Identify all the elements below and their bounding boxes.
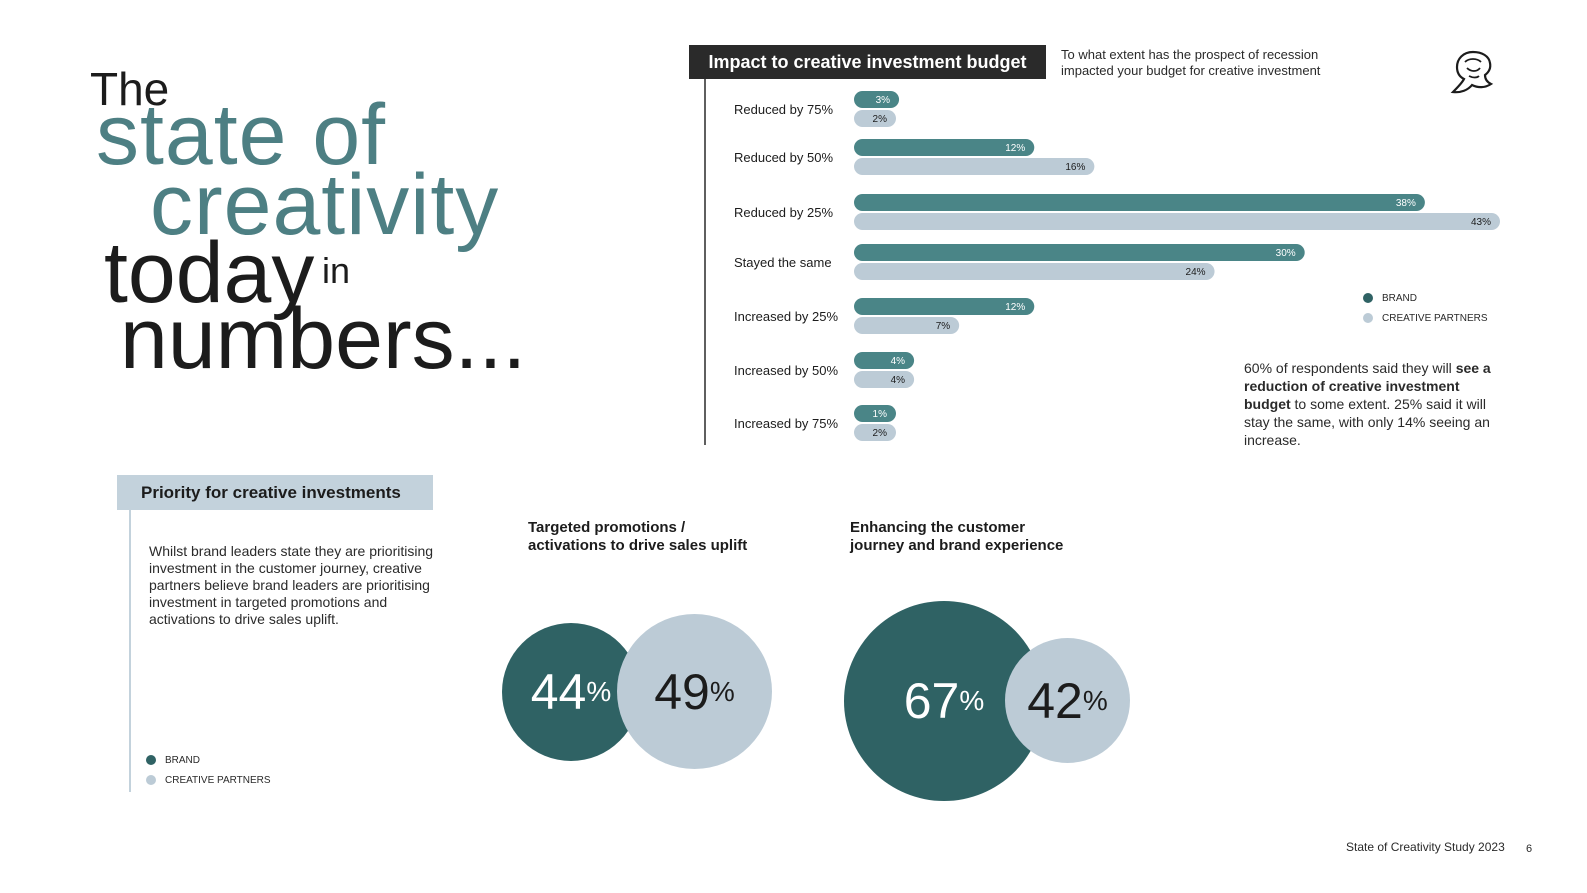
page-number: 6	[1526, 843, 1533, 855]
bar-value-label: 4%	[891, 375, 906, 386]
bubble-value: 67	[903, 673, 960, 729]
impact-summary: 60% of respondents said they will see a …	[1244, 359, 1506, 449]
bar-value-label: 12%	[1005, 143, 1025, 154]
bubble-percent: %	[709, 675, 735, 707]
priority-description: Whilst brand leaders state they are prio…	[149, 543, 434, 627]
bubble-percent: %	[959, 685, 985, 716]
title-in: in	[322, 250, 351, 291]
category-label: Reduced by 50%	[734, 150, 833, 165]
category-label: Increased by 25%	[734, 309, 839, 324]
bubble-journey-partners: 42%	[1005, 638, 1130, 763]
category-promotions-line1: Targeted promotions /	[528, 519, 686, 536]
category-label: Stayed the same	[734, 255, 832, 270]
bar-partners	[854, 371, 915, 388]
bar-partners	[854, 158, 1095, 175]
legend-partners-swatch	[1363, 313, 1373, 323]
legend-impact: BRAND CREATIVE PARTNERS	[1363, 288, 1488, 328]
bar-value-label: 7%	[936, 321, 951, 332]
legend-brand-swatch	[146, 755, 156, 765]
priority-title: Priority for creative investments	[117, 475, 433, 510]
category-journey-line1: Enhancing the customer	[850, 519, 1026, 536]
bubble-value: 49	[654, 663, 710, 720]
legend-brand-label: BRAND	[1382, 292, 1418, 304]
bar-value-label: 38%	[1396, 198, 1416, 209]
bar-partners	[854, 263, 1215, 280]
legend-brand-swatch	[1363, 293, 1373, 303]
bar-partners	[854, 317, 960, 334]
bar-partners	[854, 110, 896, 127]
category-promotions-line2: activations to drive sales uplift	[528, 537, 748, 554]
bar-value-label: 16%	[1065, 162, 1085, 173]
impact-question: To what extent has the prospect of reces…	[1061, 47, 1321, 78]
bar-brand	[854, 244, 1305, 261]
bar-partners	[854, 213, 1500, 230]
summary-part2: to some extent. 25% said it will stay th…	[1244, 396, 1490, 448]
summary-bold: see a reduction of creative investment b…	[1244, 360, 1491, 412]
bar-value-label: 43%	[1471, 217, 1491, 228]
legend-priority: BRAND CREATIVE PARTNERS	[146, 750, 271, 790]
bar-brand	[854, 194, 1425, 211]
title-state-of: state of	[96, 87, 387, 183]
category-label: Reduced by 25%	[734, 205, 833, 220]
legend-brand-label: BRAND	[165, 754, 201, 766]
bar-value-label: 24%	[1186, 267, 1206, 278]
bar-brand	[854, 298, 1035, 315]
bar-value-label: 12%	[1005, 302, 1025, 313]
bubble-value: 44	[530, 664, 587, 720]
bar-value-label: 3%	[876, 95, 891, 106]
legend-partners-swatch	[146, 775, 156, 785]
category-journey-heading: Enhancing the customer journey and brand…	[850, 519, 1110, 555]
bar-value-label: 4%	[891, 356, 906, 367]
legend-partners-label: CREATIVE PARTNERS	[1382, 312, 1488, 324]
bubble-percent: %	[1082, 684, 1108, 716]
bar-value-label: 2%	[873, 114, 888, 125]
footer-study: State of Creativity Study 2023	[1346, 840, 1505, 854]
legend-partners-label: CREATIVE PARTNERS	[165, 774, 271, 786]
title-numbers: numbers...	[120, 291, 527, 387]
bar-partners	[854, 424, 896, 441]
category-label: Increased by 50%	[734, 363, 839, 378]
bubble-percent: %	[586, 676, 612, 707]
bar-value-label: 2%	[873, 428, 888, 439]
bubble-value: 42	[1027, 672, 1083, 729]
bar-brand	[854, 139, 1035, 156]
category-journey-line2: journey and brand experience	[850, 537, 1064, 554]
category-promotions-heading: Targeted promotions / activations to dri…	[528, 519, 788, 555]
bar-value-label: 1%	[873, 409, 888, 420]
summary-part1: 60% of respondents said they will	[1244, 360, 1456, 376]
title-the: The	[90, 63, 170, 115]
title-today: today	[104, 225, 315, 321]
bar-value-label: 30%	[1276, 248, 1296, 259]
title-creativity: creativity	[150, 157, 500, 253]
bar-brand	[854, 405, 896, 422]
priority-divider	[129, 510, 131, 792]
impact-bar-chart: Reduced by 75% 3% 2% Reduced by 50% 12% 16% Re…	[704, 78, 1500, 445]
category-label: Reduced by 75%	[734, 102, 833, 117]
bar-brand	[854, 352, 915, 369]
bar-brand	[854, 91, 900, 108]
impact-chart-title: Impact to creative investment budget	[689, 45, 1046, 79]
lion-icon	[1450, 50, 1494, 94]
category-label: Increased by 75%	[734, 416, 839, 431]
bubble-promotions-partners: 49%	[617, 614, 772, 769]
